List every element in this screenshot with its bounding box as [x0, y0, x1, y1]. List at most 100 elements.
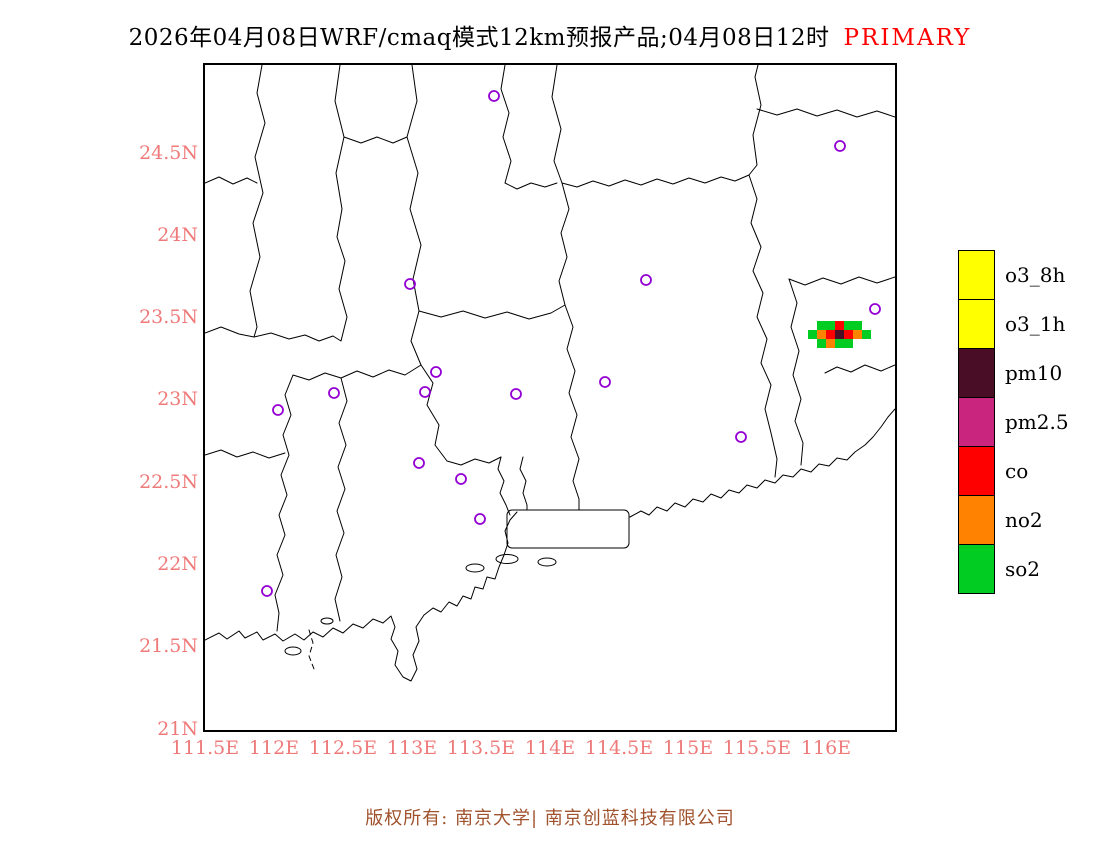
legend-item: o3_8h [958, 250, 1069, 300]
county-boundary [500, 65, 558, 190]
station-marker [404, 278, 416, 290]
legend-label: o3_8h [1005, 263, 1066, 287]
lon-tick-label: 112.5E [308, 737, 378, 759]
county-boundary [418, 304, 566, 320]
coastline-west [205, 511, 518, 682]
county-boundary [564, 304, 580, 511]
hotspot-cell [817, 321, 826, 330]
county-boundary [274, 364, 422, 632]
legend-swatch [958, 299, 995, 349]
county-boundary [205, 326, 334, 342]
legend-swatch [958, 495, 995, 545]
hotspot-cell [835, 321, 844, 330]
hotspot-cell [817, 339, 826, 348]
legend-item: pm10 [958, 348, 1069, 398]
county-boundary [558, 182, 570, 306]
lon-tick-label: 112E [248, 737, 300, 759]
hotspot-cell [826, 330, 835, 339]
county-boundary [406, 65, 502, 466]
hotspot-cell [808, 330, 817, 339]
station-marker [834, 140, 846, 152]
county-boundary [551, 65, 762, 188]
legend-swatch [958, 348, 995, 398]
latitude-axis: 24.5N 24N 23.5N 23N 22.5N 22N 21.5N 21N [118, 0, 198, 850]
lat-tick-label: 23N [157, 388, 198, 410]
page-title: 2026年04月08日WRF/cmaq模式12km预报产品;04月08日12时 P… [0, 18, 1100, 52]
county-boundary [824, 364, 895, 374]
county-boundary [788, 278, 804, 466]
river-channel [519, 456, 528, 511]
county-boundary [334, 377, 348, 622]
legend-item: co [958, 446, 1069, 496]
legend-item: o3_1h [958, 299, 1069, 349]
lat-tick-label: 21.5N [139, 635, 198, 657]
station-marker [430, 366, 442, 378]
county-boundary [205, 176, 258, 185]
lon-tick-label: 115E [662, 737, 714, 759]
legend-label: pm2.5 [1005, 410, 1069, 434]
island [537, 557, 557, 567]
legend-swatch [958, 250, 995, 300]
station-marker [419, 386, 431, 398]
dashed-boundary [308, 629, 315, 670]
legend-label: pm10 [1005, 361, 1063, 385]
copyright-text: 版权所有: 南京大学| 南京创蓝科技有限公司 [365, 808, 735, 829]
hotspot-cell [844, 330, 853, 339]
station-marker [455, 473, 467, 485]
hotspot-cell [844, 321, 853, 330]
lat-tick-label: 22N [157, 553, 198, 575]
hotspot-cell [835, 339, 844, 348]
hotspot-cell [817, 330, 826, 339]
map-boundaries-layer [205, 65, 895, 682]
lat-tick-label: 24N [157, 224, 198, 246]
island [320, 617, 334, 625]
station-marker [413, 457, 425, 469]
county-boundary [249, 65, 266, 338]
map-frame [203, 63, 897, 732]
island [284, 646, 302, 656]
station-marker [272, 404, 284, 416]
county-boundary [205, 449, 286, 459]
legend-label: o3_1h [1005, 312, 1066, 336]
legend-swatch [958, 397, 995, 447]
hotspot-cell [844, 339, 853, 348]
legend-item: pm2.5 [958, 397, 1069, 447]
legend-swatch [958, 544, 995, 594]
legend-label: so2 [1005, 557, 1041, 581]
lat-tick-label: 24.5N [139, 142, 198, 164]
station-marker [599, 376, 611, 388]
lat-tick-label: 21N [157, 718, 198, 740]
county-boundary [748, 174, 778, 478]
lon-tick-label: 113.5E [446, 737, 516, 759]
lon-tick-label: 116E [800, 737, 852, 759]
coastline-east [629, 408, 895, 518]
river-channel [497, 456, 511, 516]
title-highlight-primary: PRIMARY [843, 25, 972, 51]
title-text: 2026年04月08日WRF/cmaq模式12km预报产品;04月08日12时 [128, 25, 830, 51]
station-marker [488, 90, 500, 102]
pollutant-legend: o3_8h o3_1h pm10 pm2.5 co no2 so2 [958, 250, 1069, 594]
legend-swatch [958, 446, 995, 496]
county-boundary [332, 65, 348, 342]
lat-tick-label: 23.5N [139, 306, 198, 328]
lon-tick-label: 115.5E [722, 737, 792, 759]
county-boundary [343, 136, 408, 144]
station-marker [869, 303, 881, 315]
lon-tick-label: 114.5E [584, 737, 654, 759]
hotspot-cell [826, 339, 835, 348]
hotspot-cell [853, 321, 862, 330]
hotspot-cell [835, 330, 844, 339]
legend-item: so2 [958, 544, 1069, 594]
pollution-hotspot-layer [808, 321, 871, 348]
lat-tick-label: 22.5N [139, 471, 198, 493]
estuary-bay-outline [506, 509, 630, 549]
legend-label: no2 [1005, 508, 1043, 532]
legend-label: co [1005, 459, 1029, 483]
island [465, 563, 485, 573]
station-markers-layer [261, 90, 881, 597]
hotspot-cell [853, 330, 862, 339]
lon-tick-label: 113E [386, 737, 438, 759]
station-marker [474, 513, 486, 525]
station-marker [735, 431, 747, 443]
